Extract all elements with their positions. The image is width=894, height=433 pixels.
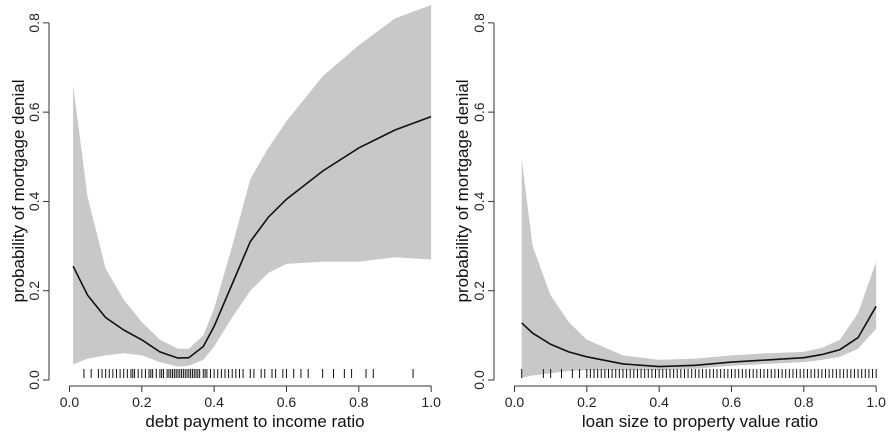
y-tick-label: 0.2 (26, 281, 42, 301)
confidence-band (73, 5, 432, 367)
rug-layer (521, 369, 877, 378)
y-tick-label: 0.6 (471, 102, 487, 122)
y-tick-label: 0.8 (26, 13, 42, 33)
y-tick-label: 0.4 (26, 191, 42, 211)
x-tick-label: 0.2 (577, 394, 597, 410)
y-tick-label: 0.8 (471, 13, 487, 33)
fitted-line-layer (521, 305, 877, 368)
x-tick-label: 0.4 (204, 394, 224, 410)
y-tick-label: 0.0 (26, 370, 42, 390)
y-tick-label: 0.6 (26, 102, 42, 122)
fitted-probability-line (72, 115, 432, 359)
axes-layer: 0.0 0.2 0.4 0.6 0.8 1.0 0.0 0.2 0.4 0.6 0.8 (471, 13, 886, 410)
panel-loan-size: 0.0 0.2 0.4 0.6 0.8 1.0 0.0 0.2 0.4 0.6 0.8 loan s… (453, 13, 886, 431)
y-axis-title: probability of mortgage denial (9, 79, 28, 302)
rug-layer (83, 369, 414, 378)
x-tick-label: 1.0 (421, 394, 441, 410)
confidence-band (521, 159, 877, 378)
y-tick-label: 0.4 (471, 191, 487, 211)
x-tick-label: 0.2 (132, 394, 152, 410)
x-axis-title: loan size to property value ratio (582, 412, 818, 431)
x-tick-label: 1.0 (866, 394, 886, 410)
x-tick-label: 0.0 (60, 394, 80, 410)
confidence-band-layer (73, 5, 432, 367)
axes-layer: 0.0 0.2 0.4 0.6 0.8 1.0 0.0 0.2 0.4 0.6 0.8 (26, 13, 441, 410)
confidence-band-layer (521, 159, 877, 378)
x-axis-title: debt payment to income ratio (145, 412, 364, 431)
y-tick-label: 0.2 (471, 281, 487, 301)
x-tick-label: 0.0 (505, 394, 525, 410)
x-tick-label: 0.8 (349, 394, 369, 410)
fitted-probability-line (521, 305, 877, 368)
x-tick-label: 0.6 (277, 394, 297, 410)
fitted-line-layer (72, 115, 432, 359)
x-tick-label: 0.6 (722, 394, 742, 410)
y-tick-label: 0.0 (471, 370, 487, 390)
y-axis-title: probability of mortgage denial (453, 79, 472, 302)
panel-debt-payment: 0.0 0.2 0.4 0.6 0.8 1.0 0.0 0.2 0.4 0.6 0.8 debt p… (9, 5, 441, 431)
x-tick-label: 0.4 (649, 394, 669, 410)
x-tick-label: 0.8 (794, 394, 814, 410)
